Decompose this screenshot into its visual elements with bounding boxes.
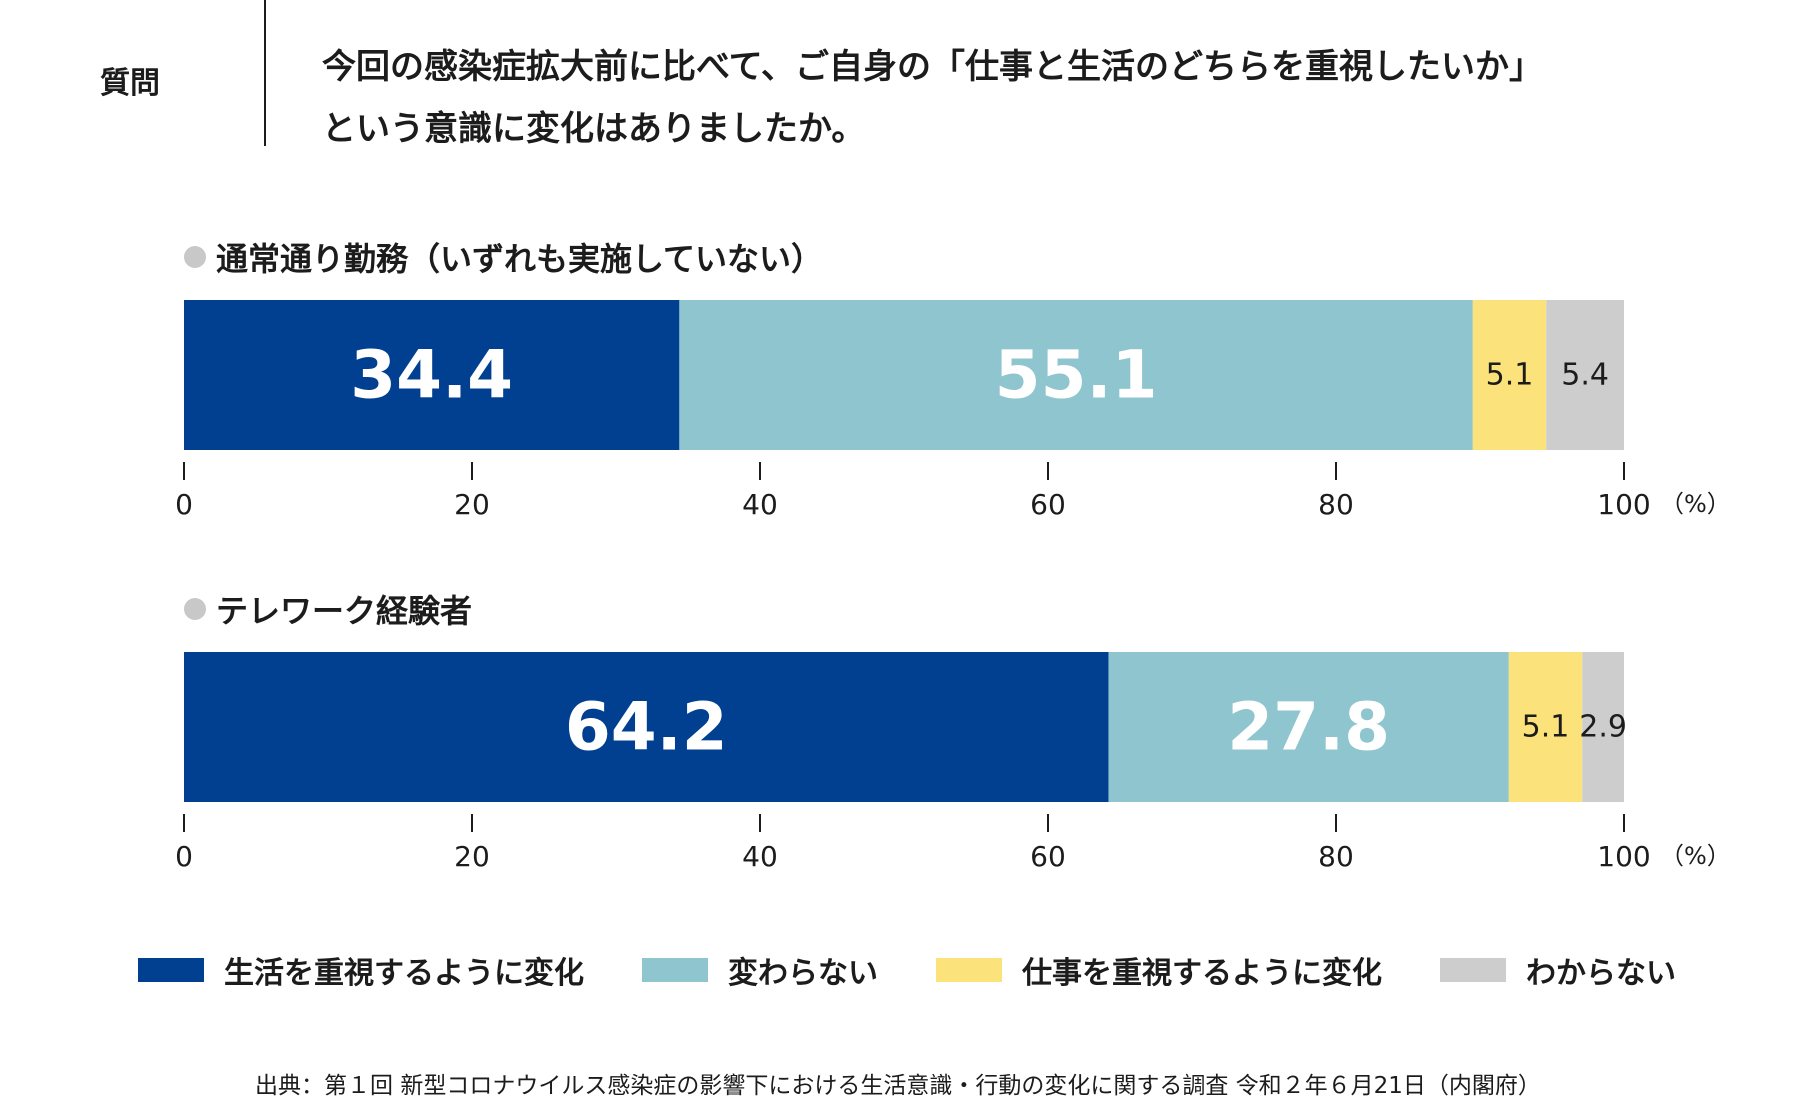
legend-label-work: 仕事を重視するように変化 [1022, 956, 1382, 991]
bar-segment-unchanged [679, 300, 1473, 450]
tick-label: 40 [742, 840, 778, 873]
axis-unit-label: （%） [1660, 842, 1731, 870]
bullet-dot-icon [184, 598, 206, 620]
data-label-unchanged: 55.1 [995, 337, 1158, 414]
axis-unit-label: （%） [1660, 490, 1731, 518]
question-divider [264, 0, 266, 146]
legend-swatch-life [138, 958, 204, 982]
source-note: 出典：第１回 新型コロナウイルス感染症の影響下における生活意識・行動の変化に関す… [255, 1073, 1541, 1099]
question-label: 質問 [100, 66, 160, 101]
bullet-dot-icon [184, 246, 206, 268]
tick-label: 100 [1597, 840, 1650, 873]
tick-label: 80 [1318, 488, 1354, 521]
data-label-work: 5.1 [1486, 358, 1534, 393]
legend-item-life: 生活を重視するように変化 [138, 948, 584, 992]
bar-segment-unknown [1546, 300, 1624, 450]
bar-segment-life [184, 300, 680, 450]
chart-2-title: テレワーク経験者 [184, 586, 472, 632]
question-text: 今回の感染症拡大前に比べて、ご自身の「仕事と生活のどちらを重視したいか」 という… [322, 36, 1742, 160]
legend-swatch-unchanged [642, 958, 708, 982]
bar-segment-life [184, 652, 1109, 802]
question-line-1: 今回の感染症拡大前に比べて、ご自身の「仕事と生活のどちらを重視したいか」 [322, 47, 1543, 87]
data-label-life: 34.4 [350, 337, 513, 414]
legend-label-unknown: わからない [1526, 956, 1676, 991]
legend-item-unchanged: 変わらない [642, 948, 878, 992]
bar-segment-unknown [1582, 652, 1624, 802]
tick-label: 80 [1318, 840, 1354, 873]
legend: 生活を重視するように変化 変わらない 仕事を重視するように変化 わからない [138, 948, 1734, 992]
bar-segment-unchanged [1108, 652, 1509, 802]
data-label-life: 64.2 [565, 689, 728, 766]
tick-label: 0 [175, 840, 193, 873]
bar-segment-work [1472, 300, 1547, 450]
bar-segment-work [1508, 652, 1583, 802]
legend-label-unchanged: 変わらない [728, 956, 878, 991]
data-label-work: 5.1 [1522, 710, 1570, 745]
legend-item-work: 仕事を重視するように変化 [936, 948, 1382, 992]
legend-swatch-work [936, 958, 1002, 982]
data-label-unchanged: 27.8 [1227, 689, 1390, 766]
data-label-unknown: 2.9 [1579, 710, 1627, 745]
tick-label: 60 [1030, 840, 1066, 873]
chart-2-title-text: テレワーク経験者 [216, 592, 473, 630]
tick-label: 60 [1030, 488, 1066, 521]
chart-1-title-text: 通常通り勤務（いずれも実施していない） [216, 240, 824, 278]
legend-label-life: 生活を重視するように変化 [224, 956, 584, 991]
chart-1-title: 通常通り勤務（いずれも実施していない） [184, 234, 823, 280]
chart-1-stacked-bar: 34.4 55.1 5.1 5.4 0 20 40 60 80 100 （%） [175, 300, 1731, 521]
data-label-unknown: 5.4 [1561, 358, 1609, 393]
tick-label: 20 [454, 488, 490, 521]
legend-swatch-unknown [1440, 958, 1506, 982]
chart-2-stacked-bar: 64.2 27.8 5.1 2.9 0 20 40 60 80 100 （%） [175, 652, 1731, 873]
legend-item-unknown: わからない [1440, 948, 1676, 992]
tick-label: 0 [175, 488, 193, 521]
tick-label: 100 [1597, 488, 1650, 521]
tick-label: 20 [454, 840, 490, 873]
tick-label: 40 [742, 488, 778, 521]
question-line-2: という意識に変化はありましたか。 [322, 109, 866, 149]
